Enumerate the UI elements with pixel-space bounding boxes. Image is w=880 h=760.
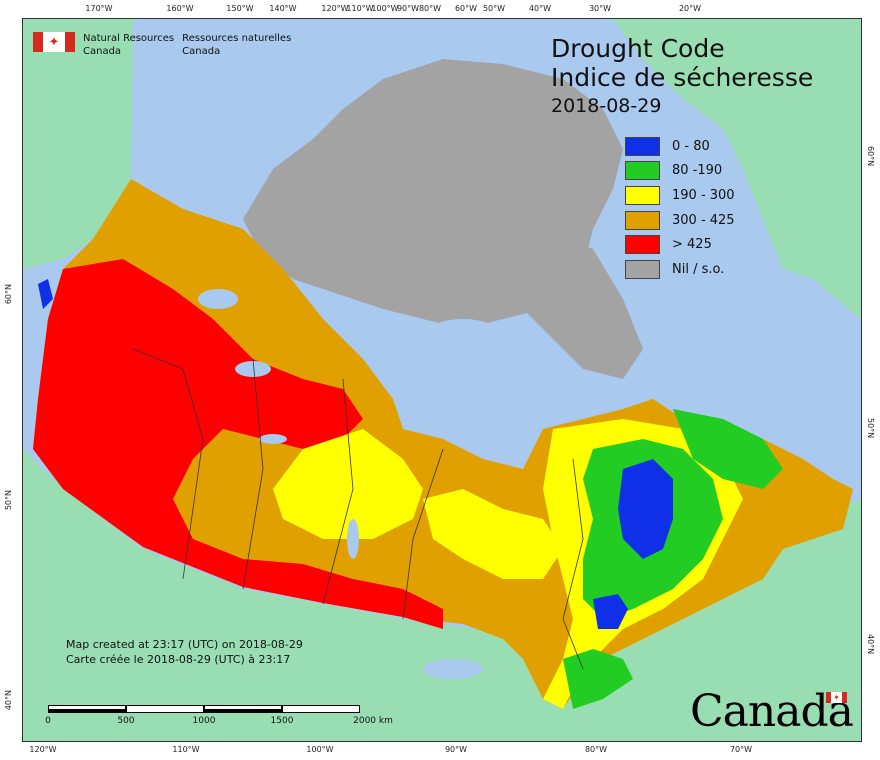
legend-label: Nil / s.o.: [672, 261, 725, 277]
alaska-region: [23, 19, 133, 269]
map-area[interactable]: [22, 18, 862, 742]
legend-label: 80 -190: [672, 163, 723, 179]
left-tick: 40°N: [4, 690, 13, 711]
scale-label: 1000: [192, 716, 216, 726]
yellow-region-prairies: [273, 429, 423, 539]
drought-code-map: [23, 19, 861, 741]
blue-region-south-quebec: [593, 594, 628, 629]
hudson-bay: [393, 319, 533, 439]
top-tick: 140°W: [269, 4, 297, 13]
title-french: Indice de sécheresse: [551, 63, 814, 92]
top-tick: 60°W: [454, 4, 478, 13]
legend-item: 190 - 300: [625, 183, 735, 208]
legend-label: 0 - 80: [672, 138, 710, 154]
map-date: 2018-08-29: [551, 95, 662, 117]
top-tick: 170°W: [85, 4, 113, 13]
right-tick: 60°N: [866, 146, 875, 167]
top-tick: 80°W: [418, 4, 442, 13]
legend-item: 300 - 425: [625, 208, 735, 233]
scale-label: 500: [117, 716, 135, 726]
great-slave-lake: [235, 361, 271, 377]
legend-label: 300 - 425: [672, 212, 735, 228]
legend-item: Nil / s.o.: [625, 257, 735, 282]
agency-signature: ✦ Natural Resources Canada Ressources na…: [33, 32, 291, 58]
top-tick: 150°W: [226, 4, 254, 13]
left-tick: 50°N: [4, 490, 13, 511]
agency-en-line1: Natural Resources: [83, 33, 175, 44]
lake-winnipeg: [347, 519, 359, 559]
legend-swatch: [625, 210, 660, 230]
lake-athabasca: [259, 434, 287, 444]
map-credits: Map created at 23:17 (UTC) on 2018-08-29…: [66, 637, 303, 667]
bottom-tick: 110°W: [172, 745, 200, 754]
agency-en-line2: Canada: [83, 46, 122, 57]
usa-region: [23, 449, 861, 741]
scale-label: 0: [45, 716, 51, 726]
yellow-region-ontario: [423, 489, 563, 579]
scale-label: 1500: [270, 716, 294, 726]
top-tick: 40°W: [528, 4, 552, 13]
scale-fill: [48, 709, 126, 713]
scale-segment: [282, 705, 360, 713]
bottom-tick: 120°W: [29, 745, 57, 754]
legend-swatch: [625, 235, 660, 255]
baffin-island: [483, 229, 643, 379]
great-bear-lake: [198, 289, 238, 309]
top-tick: 20°W: [678, 4, 702, 13]
agency-name-en: Natural Resources Canada: [83, 32, 174, 58]
legend: 0 - 80 80 -190 190 - 300 300 - 425 > 425…: [625, 134, 735, 282]
credit-en: Map created at 23:17 (UTC) on 2018-08-29: [66, 638, 303, 651]
legend-swatch: [625, 259, 660, 279]
blue-region-bc-coast: [38, 279, 53, 309]
green-region-labrador: [673, 409, 783, 489]
bottom-tick: 70°W: [729, 745, 753, 754]
legend-label: > 425: [672, 237, 712, 253]
bottom-tick: 80°W: [584, 745, 608, 754]
credit-fr: Carte créée le 2018-08-29 (UTC) à 23:17: [66, 653, 291, 666]
legend-swatch: [625, 136, 660, 156]
bottom-tick: 90°W: [444, 745, 468, 754]
scale-label: 2000 km: [353, 716, 393, 726]
agency-name-fr: Ressources naturelles Canada: [182, 32, 291, 58]
top-tick: 160°W: [166, 4, 194, 13]
right-tick: 50°N: [866, 418, 875, 439]
top-tick: 90°W: [396, 4, 420, 13]
red-region-west: [33, 259, 443, 629]
legend-item: 0 - 80: [625, 134, 735, 159]
top-tick: 50°W: [482, 4, 506, 13]
top-tick: 30°W: [588, 4, 612, 13]
green-region-south: [563, 649, 633, 709]
blue-region-quebec: [618, 459, 673, 559]
agency-fr-line2: Canada: [182, 46, 221, 57]
province-borders: [132, 348, 584, 670]
agency-fr-line1: Ressources naturelles: [182, 33, 292, 44]
legend-swatch: [625, 185, 660, 205]
legend-item: > 425: [625, 232, 735, 257]
left-tick: 60°N: [4, 284, 13, 305]
scale-bar: [48, 705, 360, 715]
scale-segment: [126, 705, 204, 713]
top-tick: 120°W: [321, 4, 349, 13]
legend-swatch: [625, 161, 660, 181]
right-tick: 40°N: [866, 634, 875, 655]
bottom-tick: 100°W: [306, 745, 334, 754]
title-english: Drought Code: [551, 34, 725, 63]
canada-flag-icon: ✦: [33, 32, 75, 52]
map-title: Drought Code Indice de sécheresse 2018-0…: [551, 34, 813, 118]
top-tick: 100°W: [371, 4, 399, 13]
wordmark-flag-icon: ✦: [826, 692, 847, 703]
scale-fill: [204, 709, 282, 713]
top-tick: 110°W: [346, 4, 374, 13]
lake-superior: [423, 659, 483, 679]
legend-item: 80 -190: [625, 159, 735, 184]
legend-label: 190 - 300: [672, 187, 735, 203]
greenland-region: [613, 19, 861, 319]
